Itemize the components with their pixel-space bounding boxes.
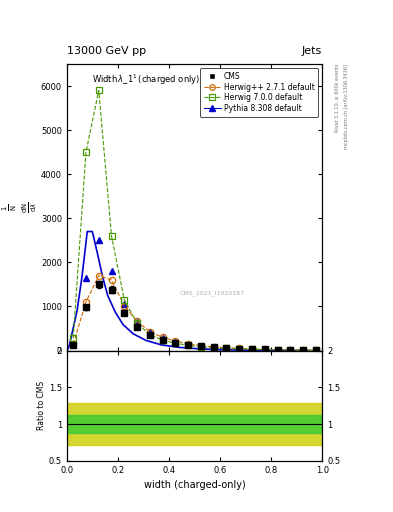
Text: Jets: Jets [302, 46, 322, 56]
Legend: CMS, Herwig++ 2.7.1 default, Herwig 7.0.0 default, Pythia 8.308 default: CMS, Herwig++ 2.7.1 default, Herwig 7.0.… [200, 68, 318, 117]
Text: mcplots.cern.ch [arXiv:1306.3436]: mcplots.cern.ch [arXiv:1306.3436] [344, 64, 349, 149]
Y-axis label: $\frac{1}{\mathrm{N}}$
$\frac{\mathrm{d}\mathrm{N}}{\mathrm{d}\lambda}$: $\frac{1}{\mathrm{N}}$ $\frac{\mathrm{d}… [0, 202, 39, 213]
Text: Width$\,\lambda\_1^1\,$(charged only) (CMS jet substructure): Width$\,\lambda\_1^1\,$(charged only) (C… [92, 73, 297, 87]
X-axis label: width (charged-only): width (charged-only) [144, 480, 245, 490]
Y-axis label: Ratio to CMS: Ratio to CMS [37, 381, 46, 430]
Bar [67, 403, 322, 444]
Text: CMS_2021_I1920187: CMS_2021_I1920187 [180, 290, 245, 296]
Bar [67, 415, 322, 433]
Text: 13000 GeV pp: 13000 GeV pp [67, 46, 146, 56]
Text: Rivet 3.1.10, ≥ 600k events: Rivet 3.1.10, ≥ 600k events [335, 64, 340, 133]
